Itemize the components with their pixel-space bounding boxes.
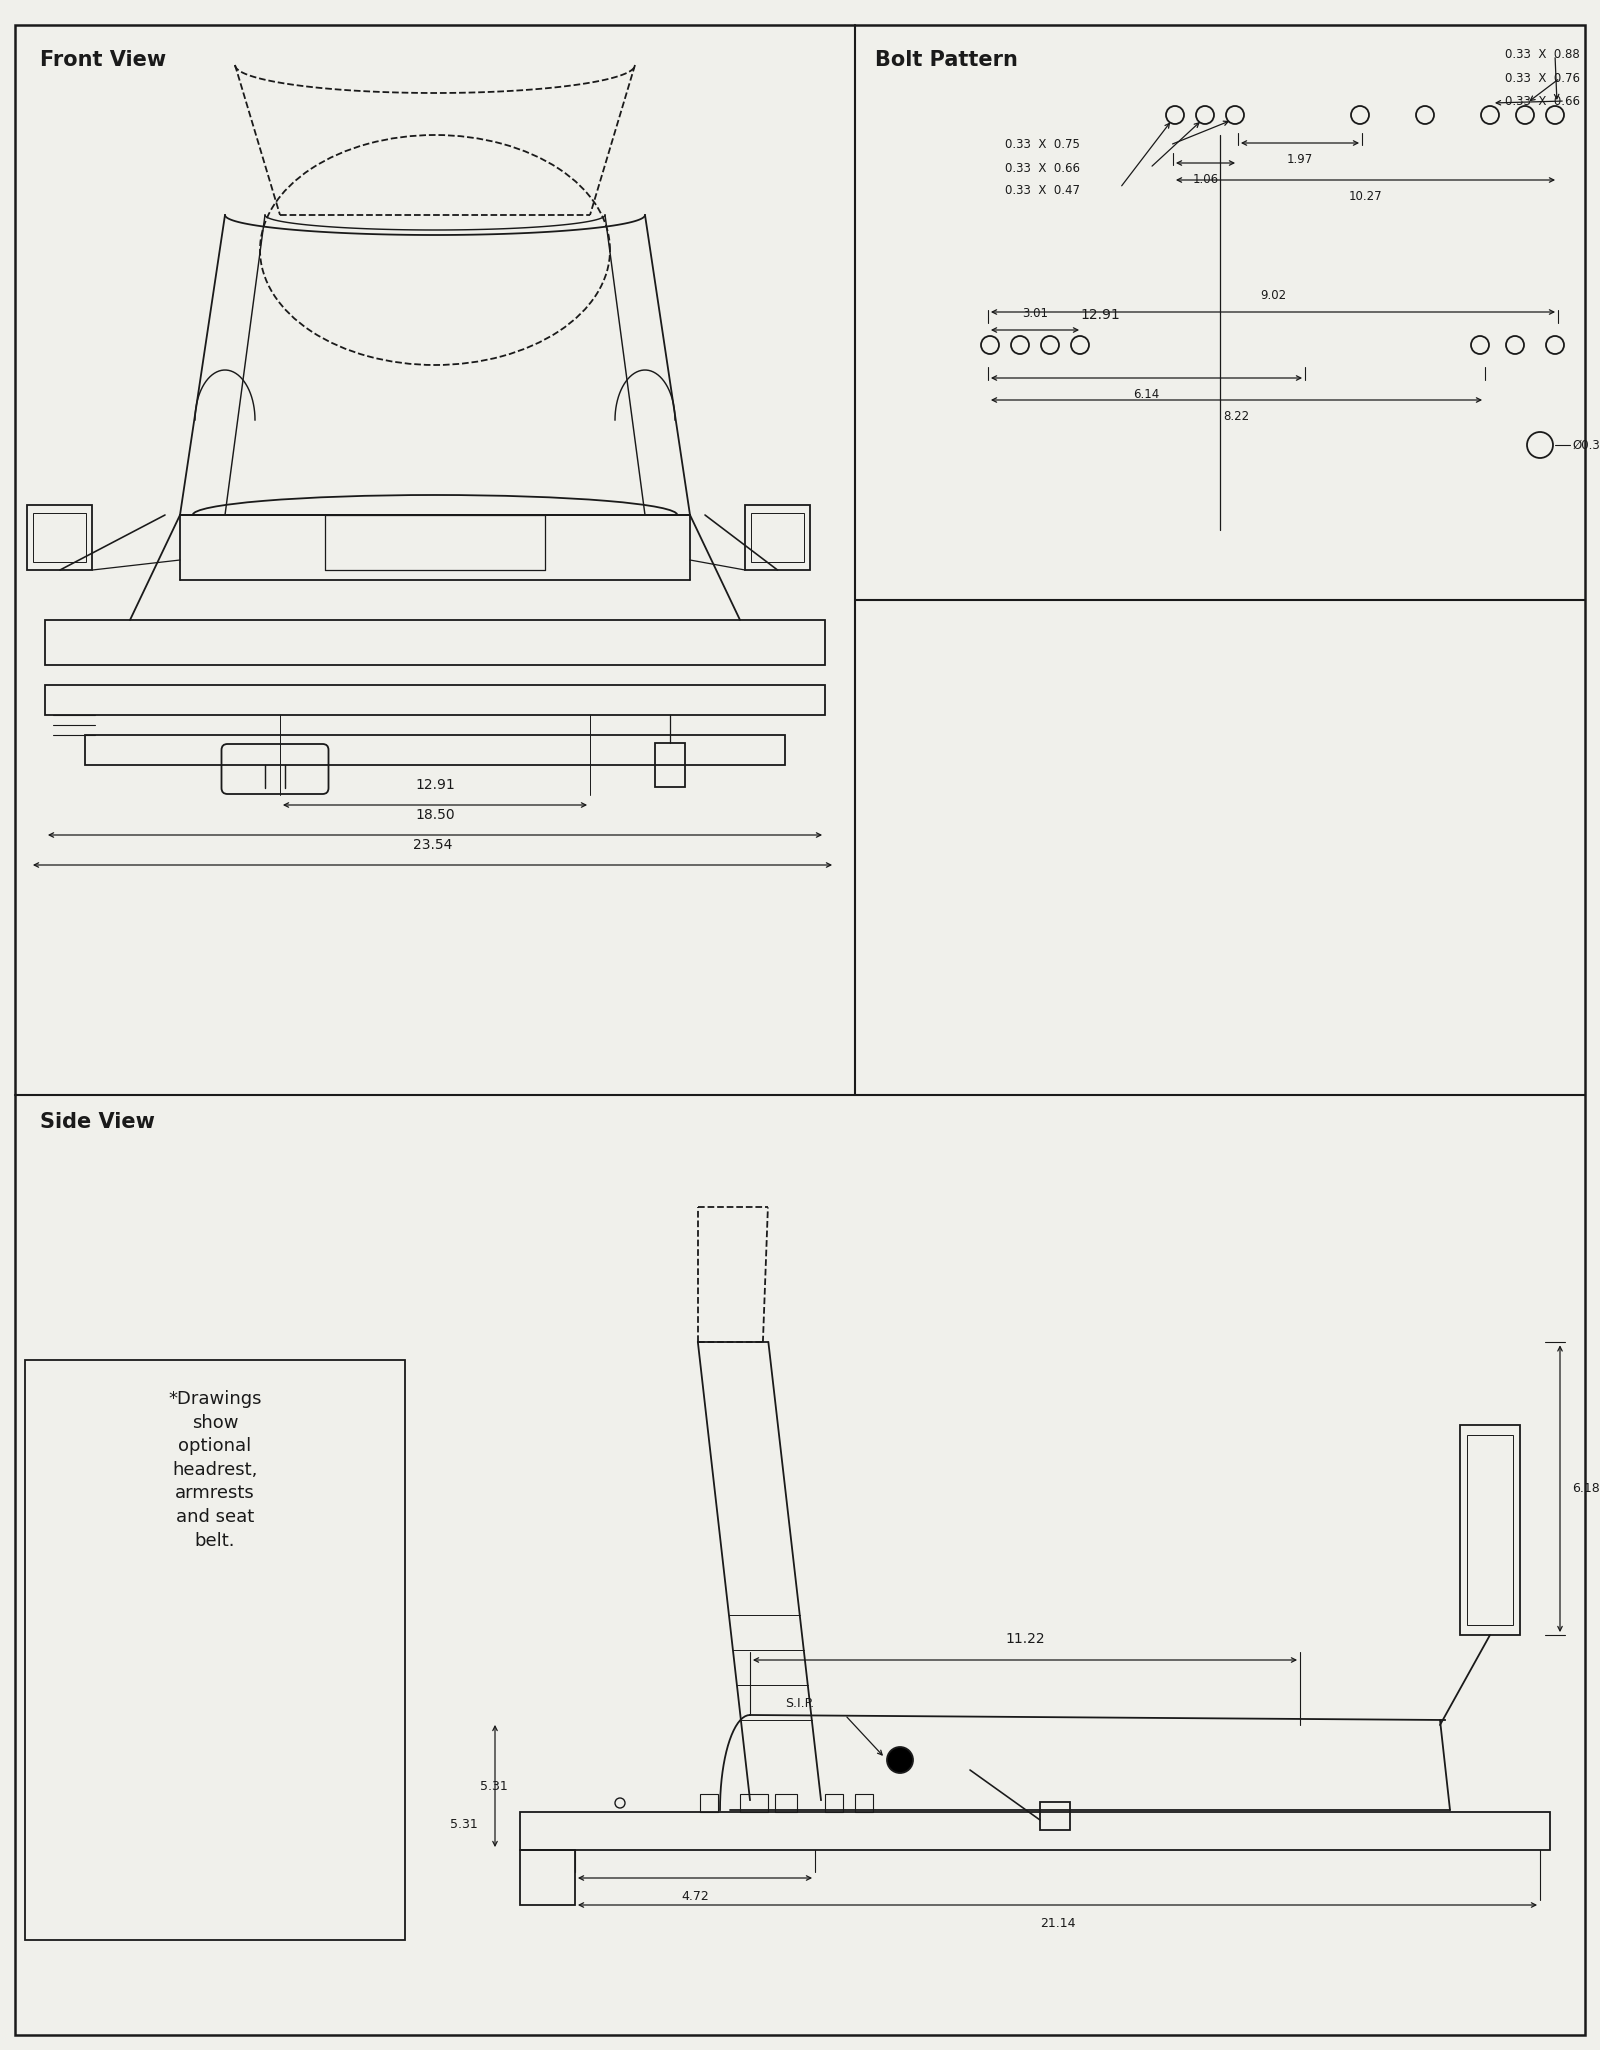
Bar	[739, 1794, 768, 1812]
Text: 18.50: 18.50	[414, 808, 454, 822]
Text: Ø0.33: Ø0.33	[1571, 439, 1600, 451]
Text: *Drawings
show
optional
headrest,
armrests
and seat
belt.: *Drawings show optional headrest, armres…	[168, 1390, 262, 1550]
Bar	[1467, 1435, 1514, 1626]
Text: 0.33  X  0.76: 0.33 X 0.76	[1506, 72, 1581, 84]
Bar	[26, 1359, 405, 1939]
Bar	[854, 1794, 874, 1812]
Bar	[45, 619, 826, 664]
Text: 6.18: 6.18	[1571, 1482, 1600, 1494]
Text: Side View: Side View	[40, 1111, 155, 1132]
Text: 5.31: 5.31	[480, 1779, 509, 1792]
Text: 0.33  X  0.88: 0.33 X 0.88	[1506, 49, 1581, 62]
Text: 23.54: 23.54	[413, 838, 453, 853]
Text: 8.22: 8.22	[1224, 410, 1250, 422]
Bar	[774, 1794, 797, 1812]
Text: 12.91: 12.91	[1080, 308, 1120, 322]
Circle shape	[886, 1747, 914, 1773]
Bar	[746, 504, 810, 570]
Bar	[34, 512, 86, 562]
Text: Bolt Pattern: Bolt Pattern	[875, 49, 1018, 70]
Text: 1.97: 1.97	[1286, 154, 1314, 166]
Text: 3.01: 3.01	[1022, 308, 1048, 320]
Text: Front View: Front View	[40, 49, 166, 70]
Bar	[85, 736, 786, 765]
Bar	[750, 512, 803, 562]
Bar	[520, 1849, 574, 1904]
Text: S.I.P.: S.I.P.	[786, 1697, 814, 1710]
Text: 1.06: 1.06	[1192, 172, 1219, 187]
Text: 0.33  X  0.75: 0.33 X 0.75	[1005, 139, 1080, 152]
Text: 12.91: 12.91	[414, 779, 454, 791]
Bar	[701, 1794, 718, 1812]
Text: 10.27: 10.27	[1349, 191, 1382, 203]
Bar	[1040, 1802, 1070, 1831]
Text: 0.33  X  0.66: 0.33 X 0.66	[1506, 94, 1581, 107]
Text: 6.14: 6.14	[1133, 387, 1160, 402]
Text: 9.02: 9.02	[1259, 289, 1286, 301]
Text: 4.72: 4.72	[682, 1890, 709, 1902]
Bar	[45, 685, 826, 715]
Text: 0.33  X  0.47: 0.33 X 0.47	[1005, 184, 1080, 197]
Bar	[1461, 1425, 1520, 1636]
Text: 21.14: 21.14	[1040, 1917, 1075, 1929]
Text: 11.22: 11.22	[1005, 1632, 1045, 1646]
Text: 0.33  X  0.66: 0.33 X 0.66	[1005, 162, 1080, 174]
Text: 5.31: 5.31	[450, 1818, 478, 1831]
Bar	[27, 504, 93, 570]
Bar	[654, 742, 685, 787]
Bar	[520, 1812, 1550, 1849]
Bar	[826, 1794, 843, 1812]
